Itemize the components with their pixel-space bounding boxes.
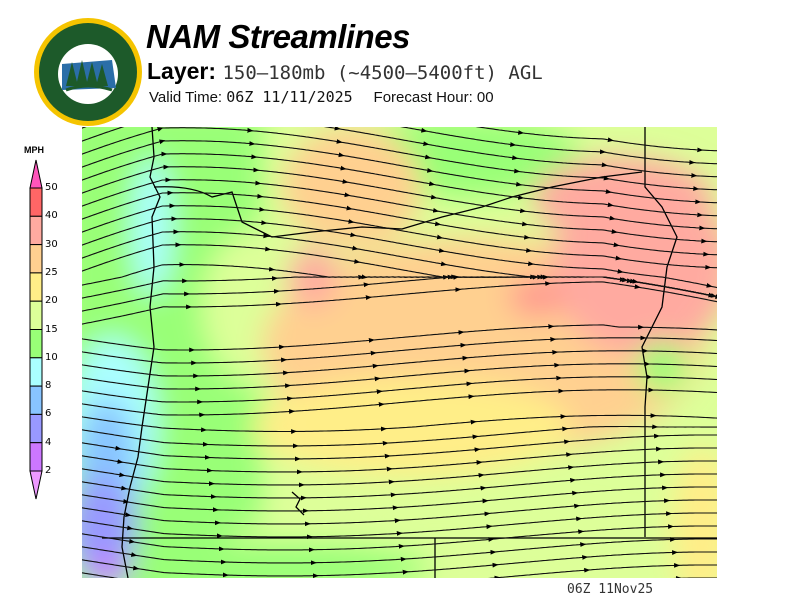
valid-value: 06Z 11/11/2025 xyxy=(226,88,353,106)
streamline xyxy=(82,376,717,403)
page-title: NAM Streamlines xyxy=(146,18,410,55)
streamline xyxy=(82,205,717,269)
streamlines xyxy=(82,127,717,578)
legend-swatch xyxy=(29,244,43,274)
streamline xyxy=(82,324,717,351)
forecast-value: 00 xyxy=(476,89,494,106)
wind-speed-field xyxy=(82,127,717,578)
legend-tick-label: 6 xyxy=(45,408,52,420)
streamline xyxy=(82,425,717,447)
streamline xyxy=(82,564,717,578)
streamline xyxy=(82,276,717,312)
odf-logo xyxy=(32,16,144,133)
legend-swatch xyxy=(29,215,43,246)
streamline xyxy=(82,486,717,512)
legend-tick-label: 10 xyxy=(45,351,58,363)
legend-tick-label: 8 xyxy=(45,380,52,392)
streamline-arrow-icon xyxy=(157,127,164,132)
legend-tick-label: 2 xyxy=(45,465,52,476)
streamline xyxy=(82,363,717,390)
legend-bottom-arrow xyxy=(29,470,43,500)
forecast-label: Forecast Hour: xyxy=(373,89,473,106)
streamline xyxy=(82,434,717,460)
legend-swatch xyxy=(29,357,43,387)
legend-top-arrow xyxy=(29,159,43,189)
legend-tick-label: 4 xyxy=(45,436,52,448)
streamline xyxy=(82,218,717,289)
streamline xyxy=(82,473,717,499)
streamline xyxy=(82,447,717,473)
streamline xyxy=(82,414,717,433)
layer-value: 150–180mb (~4500–5400ft) AGL xyxy=(222,62,543,84)
layer-info: Layer: 150–180mb (~4500–5400ft) AGL xyxy=(147,58,543,85)
streamline xyxy=(82,127,717,178)
legend-tick-label: 50 xyxy=(45,182,58,193)
layer-label: Layer: xyxy=(147,58,217,84)
streamline xyxy=(82,389,717,416)
legend-swatch xyxy=(29,300,43,331)
legend-unit: MPH xyxy=(24,145,44,155)
valid-time-info: Valid Time: 06Z 11/11/2025 Forecast Hour… xyxy=(149,88,494,106)
streamline xyxy=(82,127,717,191)
streamline xyxy=(82,140,717,204)
legend-tick-label: 30 xyxy=(45,238,58,250)
legend-swatch xyxy=(29,413,43,444)
coastline xyxy=(121,127,161,578)
streamline xyxy=(82,281,717,325)
streamline xyxy=(82,127,717,165)
streamline xyxy=(82,337,717,364)
valid-label: Valid Time: xyxy=(149,89,223,106)
geographic-borders xyxy=(102,127,717,578)
streamline xyxy=(82,460,717,486)
columbia-river-border xyxy=(153,171,643,238)
streamline xyxy=(82,350,717,377)
legend-swatch xyxy=(29,187,43,217)
legend-swatch xyxy=(29,272,43,302)
streamline-map xyxy=(82,127,717,578)
streamline xyxy=(82,551,717,577)
legend-tick-label: 15 xyxy=(45,323,58,335)
legend-swatch xyxy=(29,385,43,415)
streamline xyxy=(82,538,717,564)
legend-tick-label: 40 xyxy=(45,210,58,222)
legend-swatch xyxy=(29,329,43,359)
legend-tick-label: 20 xyxy=(45,295,58,307)
legend-tick-label: 25 xyxy=(45,266,58,278)
streamline-arrow-icon xyxy=(158,139,166,145)
legend-swatch xyxy=(29,442,43,472)
footer-timestamp: 06Z 11Nov25 xyxy=(567,582,654,597)
